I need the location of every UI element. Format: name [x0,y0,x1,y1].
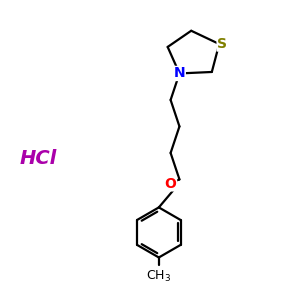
Text: S: S [217,37,227,51]
Text: HCl: HCl [20,149,57,168]
Text: N: N [174,66,185,80]
Text: O: O [165,177,176,191]
Text: CH$_3$: CH$_3$ [146,269,171,284]
